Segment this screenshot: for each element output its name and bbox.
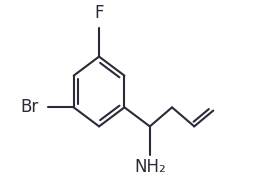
- Text: Br: Br: [21, 98, 39, 116]
- Text: NH₂: NH₂: [134, 158, 166, 176]
- Text: F: F: [94, 4, 104, 22]
